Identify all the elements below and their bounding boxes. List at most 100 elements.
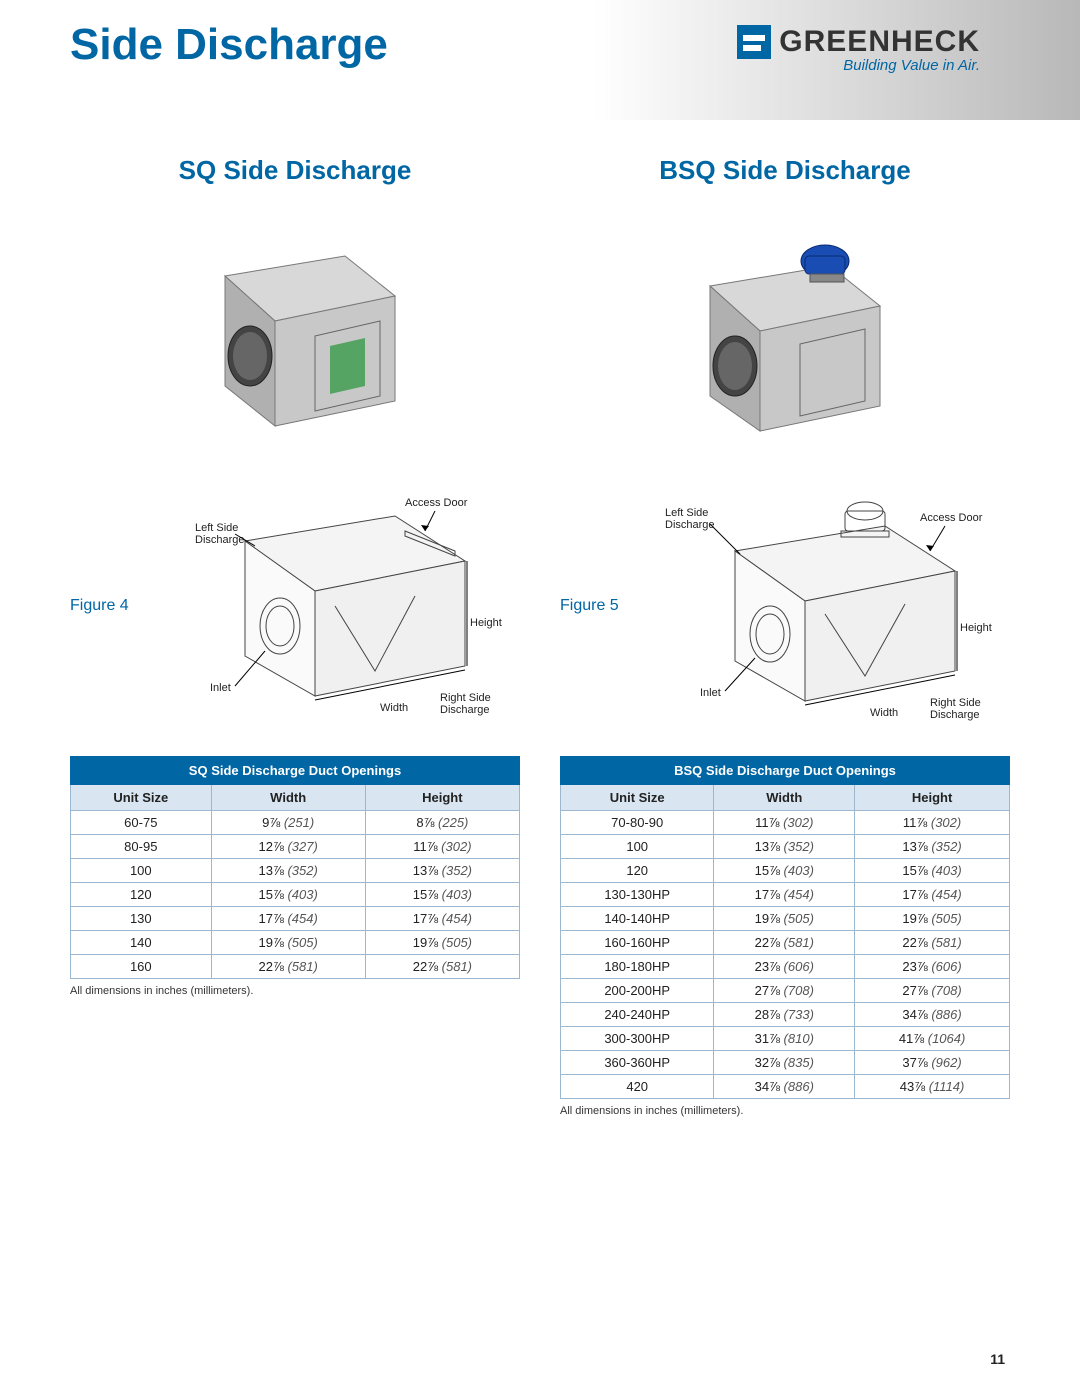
label-right-discharge: Right SideDischarge xyxy=(440,692,491,716)
table-row: 42034⅞ (886)43⅞ (1114) xyxy=(561,1075,1010,1099)
sq-column: SQ Side Discharge Figure 4 xyxy=(70,155,520,1117)
sq-box-icon xyxy=(165,226,425,446)
cell-size: 80-95 xyxy=(71,835,212,859)
cell-height: 22⅞ (581) xyxy=(855,931,1010,955)
cell-height: 23⅞ (606) xyxy=(855,955,1010,979)
cell-height: 11⅞ (302) xyxy=(365,835,519,859)
cell-height: 22⅞ (581) xyxy=(365,955,519,979)
cell-height: 19⅞ (505) xyxy=(365,931,519,955)
cell-width: 17⅞ (454) xyxy=(714,883,855,907)
table-row: 10013⅞ (352)13⅞ (352) xyxy=(561,835,1010,859)
sq-col-size: Unit Size xyxy=(71,785,212,811)
bsq-diagram: Left SideDischarge Access Door Inlet Hei… xyxy=(640,476,1010,736)
sq-table-title: SQ Side Discharge Duct Openings xyxy=(71,757,520,785)
bsq-figure-label: Figure 5 xyxy=(560,597,630,615)
label-left-discharge: Left SideDischarge xyxy=(195,522,245,546)
cell-width: 13⅞ (352) xyxy=(211,859,365,883)
cell-width: 9⅞ (251) xyxy=(211,811,365,835)
page-title: Side Discharge xyxy=(70,20,388,70)
cell-height: 13⅞ (352) xyxy=(855,835,1010,859)
cell-size: 240-240HP xyxy=(561,1003,714,1027)
cell-size: 360-360HP xyxy=(561,1051,714,1075)
cell-height: 13⅞ (352) xyxy=(365,859,519,883)
cell-size: 100 xyxy=(561,835,714,859)
cell-size: 140 xyxy=(71,931,212,955)
cell-width: 31⅞ (810) xyxy=(714,1027,855,1051)
bsq-title: BSQ Side Discharge xyxy=(560,155,1010,186)
label-access-door: Access Door xyxy=(405,497,468,509)
cell-height: 37⅞ (962) xyxy=(855,1051,1010,1075)
bsq-product-image xyxy=(560,206,1010,466)
brand-logo-icon xyxy=(737,25,771,59)
bsq-col-size: Unit Size xyxy=(561,785,714,811)
cell-height: 27⅞ (708) xyxy=(855,979,1010,1003)
table-row: 240-240HP28⅞ (733)34⅞ (886) xyxy=(561,1003,1010,1027)
bsq-footnote: All dimensions in inches (millimeters). xyxy=(560,1105,1010,1117)
sq-table: SQ Side Discharge Duct Openings Unit Siz… xyxy=(70,756,520,979)
cell-height: 8⅞ (225) xyxy=(365,811,519,835)
sq-title: SQ Side Discharge xyxy=(70,155,520,186)
brand-block: GREENHECK Building Value in Air. xyxy=(737,25,980,74)
cell-size: 60-75 xyxy=(71,811,212,835)
cell-width: 19⅞ (505) xyxy=(211,931,365,955)
label-height: Height xyxy=(470,617,502,629)
cell-width: 15⅞ (403) xyxy=(211,883,365,907)
cell-width: 34⅞ (886) xyxy=(714,1075,855,1099)
cell-width: 22⅞ (581) xyxy=(714,931,855,955)
sq-col-height: Height xyxy=(365,785,519,811)
cell-size: 130-130HP xyxy=(561,883,714,907)
sq-col-width: Width xyxy=(211,785,365,811)
bsq-table-title: BSQ Side Discharge Duct Openings xyxy=(561,757,1010,785)
sq-product-image xyxy=(70,206,520,466)
table-row: 70-80-9011⅞ (302)11⅞ (302) xyxy=(561,811,1010,835)
table-row: 14019⅞ (505)19⅞ (505) xyxy=(71,931,520,955)
table-row: 130-130HP17⅞ (454)17⅞ (454) xyxy=(561,883,1010,907)
cell-width: 32⅞ (835) xyxy=(714,1051,855,1075)
cell-size: 120 xyxy=(561,859,714,883)
table-row: 12015⅞ (403)15⅞ (403) xyxy=(561,859,1010,883)
cell-size: 180-180HP xyxy=(561,955,714,979)
table-row: 300-300HP31⅞ (810)41⅞ (1064) xyxy=(561,1027,1010,1051)
cell-size: 160-160HP xyxy=(561,931,714,955)
cell-width: 19⅞ (505) xyxy=(714,907,855,931)
label-left-discharge-b: Left SideDischarge xyxy=(665,507,715,531)
label-height-b: Height xyxy=(960,622,992,634)
cell-width: 27⅞ (708) xyxy=(714,979,855,1003)
cell-size: 70-80-90 xyxy=(561,811,714,835)
cell-width: 17⅞ (454) xyxy=(211,907,365,931)
cell-width: 28⅞ (733) xyxy=(714,1003,855,1027)
table-row: 16022⅞ (581)22⅞ (581) xyxy=(71,955,520,979)
table-row: 60-759⅞ (251)8⅞ (225) xyxy=(71,811,520,835)
sq-figure-label: Figure 4 xyxy=(70,597,140,615)
label-access-door-b: Access Door xyxy=(920,512,983,524)
label-inlet-b: Inlet xyxy=(700,687,721,699)
bsq-col-width: Width xyxy=(714,785,855,811)
cell-size: 300-300HP xyxy=(561,1027,714,1051)
cell-size: 140-140HP xyxy=(561,907,714,931)
cell-width: 22⅞ (581) xyxy=(211,955,365,979)
cell-width: 23⅞ (606) xyxy=(714,955,855,979)
table-row: 180-180HP23⅞ (606)23⅞ (606) xyxy=(561,955,1010,979)
bsq-table: BSQ Side Discharge Duct Openings Unit Si… xyxy=(560,756,1010,1099)
cell-size: 160 xyxy=(71,955,212,979)
bsq-col-height: Height xyxy=(855,785,1010,811)
sq-diagram: Left SideDischarge Access Door Inlet Hei… xyxy=(150,476,520,736)
table-row: 140-140HP19⅞ (505)19⅞ (505) xyxy=(561,907,1010,931)
cell-size: 420 xyxy=(561,1075,714,1099)
cell-size: 100 xyxy=(71,859,212,883)
label-width-b: Width xyxy=(870,707,898,719)
table-row: 13017⅞ (454)17⅞ (454) xyxy=(71,907,520,931)
table-row: 160-160HP22⅞ (581)22⅞ (581) xyxy=(561,931,1010,955)
bsq-column: BSQ Side Discharge Figure 5 xyxy=(560,155,1010,1117)
brand-tagline: Building Value in Air. xyxy=(737,57,980,74)
cell-size: 200-200HP xyxy=(561,979,714,1003)
bsq-box-icon xyxy=(655,226,915,446)
sq-footnote: All dimensions in inches (millimeters). xyxy=(70,985,520,997)
cell-width: 13⅞ (352) xyxy=(714,835,855,859)
cell-height: 34⅞ (886) xyxy=(855,1003,1010,1027)
table-row: 200-200HP27⅞ (708)27⅞ (708) xyxy=(561,979,1010,1003)
table-row: 80-9512⅞ (327)11⅞ (302) xyxy=(71,835,520,859)
table-row: 360-360HP32⅞ (835)37⅞ (962) xyxy=(561,1051,1010,1075)
cell-height: 41⅞ (1064) xyxy=(855,1027,1010,1051)
cell-height: 17⅞ (454) xyxy=(855,883,1010,907)
